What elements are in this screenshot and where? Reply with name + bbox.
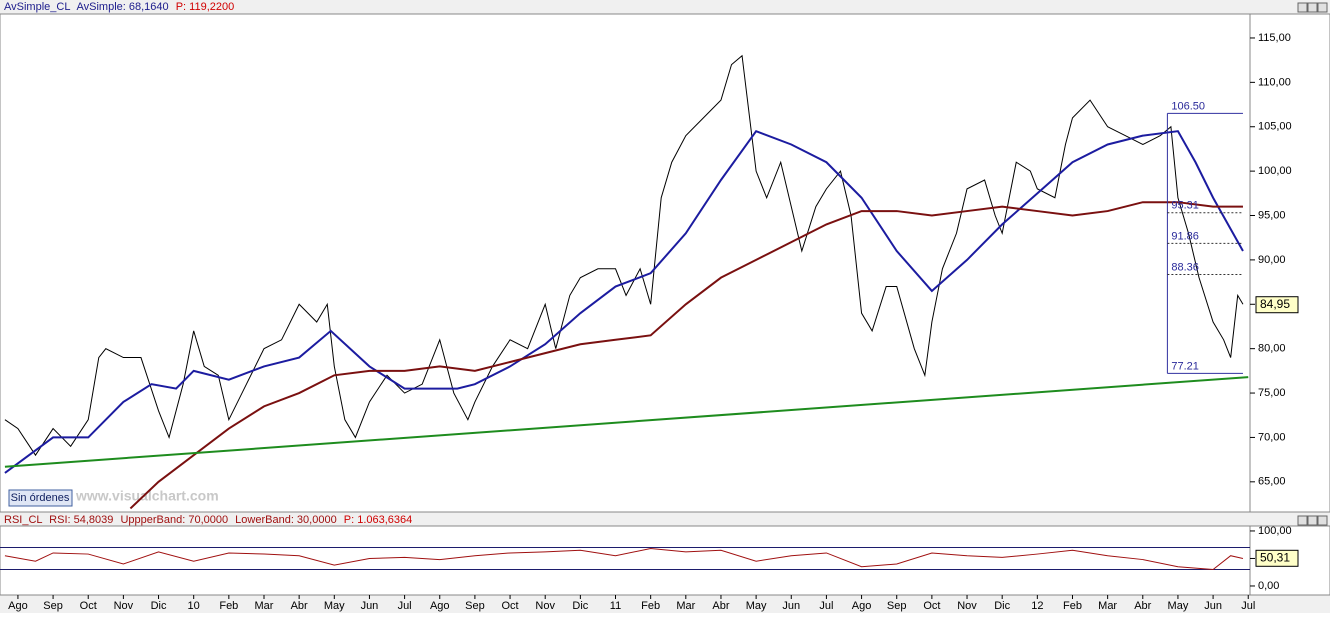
x-tick-label: Oct [923, 600, 940, 612]
series-line [4, 54, 1244, 457]
x-tick-label: Jun [782, 600, 800, 612]
orders-button[interactable] [8, 489, 73, 507]
x-tick-label: Jul [398, 600, 412, 612]
y-tick-label: 100,00 [1258, 165, 1292, 177]
header-part: P: 1.063,6364 [344, 514, 413, 526]
panel-header: RSI_CL RSI: 54,8039 UppperBand: 70,0000 … [4, 514, 412, 526]
panel-header: AvSimple_CL AvSimple: 68,1640 P: 119,220… [4, 1, 234, 13]
last-value-box [1255, 549, 1299, 567]
minimize-button[interactable] [1297, 515, 1308, 526]
x-tick-label: Feb [641, 600, 660, 612]
price-panel [0, 13, 1251, 513]
header-part: P: 119,2200 [176, 1, 235, 13]
close-button[interactable] [1317, 515, 1328, 526]
x-tick-label: Sep [43, 600, 63, 612]
x-tick-label: Jul [819, 600, 833, 612]
y-tick-label: 105,00 [1258, 121, 1292, 133]
y-tick-label: 110,00 [1258, 76, 1291, 88]
close-button[interactable] [1317, 2, 1328, 13]
x-tick-label: Ago [8, 600, 28, 612]
x-tick-label: Oct [501, 600, 518, 612]
y-tick-label: 115,00 [1258, 32, 1291, 44]
header-part: AvSimple_CL [4, 1, 70, 13]
series-line [4, 129, 1244, 474]
y-tick-label: 75,00 [1258, 387, 1286, 399]
x-tick-label: Oct [80, 600, 97, 612]
x-tick-label: Nov [957, 600, 977, 612]
x-tick-label: Sep [887, 600, 907, 612]
last-value-box [1255, 296, 1299, 314]
y-tick-label: 80,00 [1258, 343, 1286, 355]
fib-label: 77.21 [1171, 360, 1199, 372]
header-part: UppperBand: 70,0000 [120, 514, 228, 526]
last-value-label: 50,31 [1260, 550, 1290, 564]
x-tick-label: May [1168, 600, 1189, 612]
x-tick-label: Feb [1063, 600, 1082, 612]
y-tick-label: 95,00 [1258, 209, 1286, 221]
last-value-label: 84,95 [1260, 297, 1290, 311]
fib-label: 88.36 [1171, 261, 1199, 273]
header-part: LowerBand: 30,0000 [235, 514, 337, 526]
x-tick-label: Mar [255, 600, 274, 612]
price-axis [1249, 13, 1330, 513]
y-tick-label: 65,00 [1258, 476, 1286, 488]
x-tick-label: 12 [1031, 600, 1043, 612]
header-part: RSI: 54,8039 [49, 514, 113, 526]
watermark: www.visualchart.com [75, 488, 219, 504]
x-tick-label: May [746, 600, 767, 612]
series-line [129, 201, 1243, 510]
x-tick-label: Ago [852, 600, 872, 612]
x-tick-label: May [324, 600, 345, 612]
x-tick-label: Jul [1241, 600, 1255, 612]
minimize-button[interactable] [1297, 2, 1308, 13]
x-tick-label: Abr [291, 600, 308, 612]
fib-label: 91.86 [1171, 230, 1199, 242]
x-tick-label: Dic [151, 600, 167, 612]
maximize-button[interactable] [1307, 515, 1318, 526]
series-line [4, 376, 1249, 468]
x-tick-label: 10 [188, 600, 200, 612]
x-tick-label: Dic [572, 600, 588, 612]
fib-label: 95.31 [1171, 200, 1199, 212]
maximize-button[interactable] [1307, 2, 1318, 13]
fib-label: 106.50 [1171, 100, 1205, 112]
y-tick-label: 0,00 [1258, 580, 1279, 592]
x-tick-label: Abr [712, 600, 729, 612]
window-buttons [1297, 2, 1328, 526]
x-tick-label: Nov [114, 600, 134, 612]
x-tick-label: Ago [430, 600, 450, 612]
x-tick-label: Jun [1204, 600, 1222, 612]
x-tick-label: Dic [994, 600, 1010, 612]
x-tick-label: Jun [361, 600, 379, 612]
x-tick-label: 11 [610, 600, 621, 612]
x-tick-label: Sep [465, 600, 485, 612]
header-part: AvSimple: 68,1640 [77, 1, 169, 13]
y-tick-label: 100,00 [1258, 525, 1292, 537]
x-tick-label: Mar [1098, 600, 1117, 612]
x-tick-label: Feb [219, 600, 238, 612]
y-tick-label: 90,00 [1258, 254, 1286, 266]
x-tick-label: Nov [535, 600, 555, 612]
header-part: RSI_CL [4, 514, 42, 526]
x-tick-label: Abr [1134, 600, 1151, 612]
x-tick-label: Mar [676, 600, 695, 612]
y-tick-label: 70,00 [1258, 431, 1286, 443]
series-line [4, 548, 1244, 570]
orders-button-label: Sin órdenes [11, 492, 70, 504]
rsi-panel [0, 525, 1251, 596]
